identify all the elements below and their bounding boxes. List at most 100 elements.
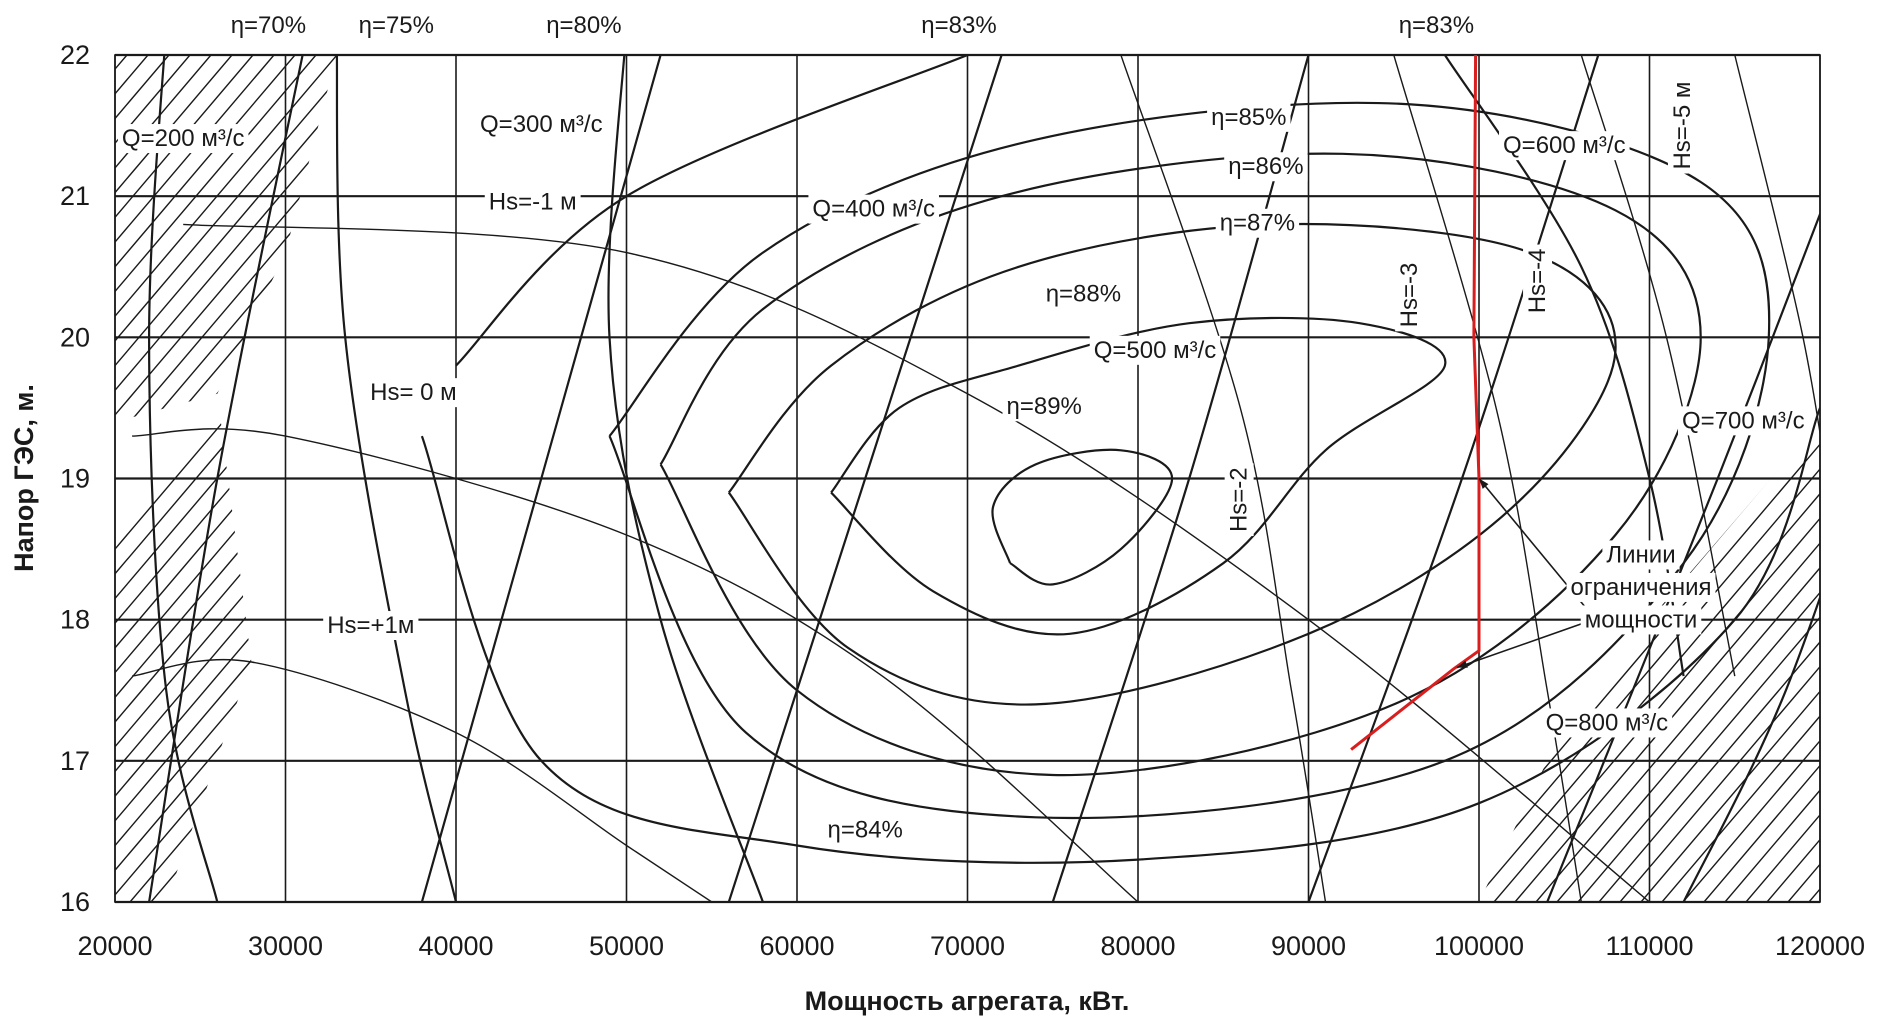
efficiency-contour bbox=[727, 222, 1617, 706]
annotation-bg bbox=[484, 187, 581, 217]
hatch-line bbox=[1479, 422, 1630, 902]
hatch-line bbox=[115, 55, 337, 423]
hatch-line bbox=[115, 393, 252, 902]
annotation-group: Q=200 м³/с bbox=[117, 124, 249, 154]
hatch-line bbox=[1514, 422, 1820, 902]
hatch-line bbox=[192, 393, 252, 902]
hatch-line bbox=[115, 55, 275, 423]
hatch-line bbox=[634, 55, 946, 422]
annotation-label: Q=500 м³/с bbox=[1094, 337, 1217, 364]
x-tick-label: 70000 bbox=[930, 931, 1005, 961]
hatch-line bbox=[150, 55, 337, 423]
annotation-bg bbox=[323, 611, 419, 641]
pointer-line bbox=[1456, 623, 1582, 669]
annotation-group: Hs=-5 м bbox=[1667, 77, 1697, 174]
hatch-line bbox=[115, 55, 296, 423]
x-tick-label: 90000 bbox=[1271, 931, 1346, 961]
hatch-line bbox=[1745, 422, 1820, 902]
annotation-group: Q=300 м³/с bbox=[476, 109, 607, 139]
suction-height-line bbox=[132, 428, 1139, 902]
suction-height-line bbox=[183, 223, 1650, 902]
annotation-bg bbox=[1667, 77, 1697, 174]
hatch-line bbox=[550, 394, 982, 902]
x-tick-label: 110000 bbox=[1605, 931, 1693, 961]
hatch-line bbox=[115, 55, 170, 423]
hatch-line bbox=[1479, 422, 1651, 902]
efficiency-contour bbox=[607, 55, 764, 902]
x-tick-label: 40000 bbox=[418, 931, 493, 961]
annotation-label: Hs=-3 bbox=[1396, 263, 1423, 328]
annotation-label: η=70% bbox=[231, 12, 306, 39]
annotation-group: Hs=-4 bbox=[1523, 244, 1553, 318]
annotation-label: η=83% bbox=[921, 12, 996, 39]
discharge-line bbox=[420, 55, 662, 902]
annotation-label: η=84% bbox=[827, 817, 902, 844]
hatch-line bbox=[1766, 422, 1820, 902]
hatch-line bbox=[115, 393, 252, 902]
x-tick-label: 120000 bbox=[1775, 931, 1865, 961]
annotation-label: Hs= 0 м bbox=[370, 379, 457, 406]
y-tick-label: 17 bbox=[60, 746, 90, 776]
discharge-line bbox=[727, 55, 1003, 902]
annotation-group: Hs=-1 м bbox=[484, 187, 581, 217]
annotation-label: η=89% bbox=[1006, 393, 1081, 420]
tick-labels: 20000 30000 40000 50000 60000 70000 80000 90000… bbox=[60, 40, 1865, 961]
arrowhead bbox=[1456, 660, 1468, 668]
annotation-group: Q=700 м³/с bbox=[1678, 406, 1809, 436]
hatch-line bbox=[115, 55, 337, 423]
hatch-line bbox=[1787, 422, 1820, 902]
y-tick-label: 18 bbox=[60, 605, 90, 635]
annotation-bg bbox=[1089, 335, 1221, 365]
x-tick-label: 100000 bbox=[1434, 931, 1524, 961]
annotation-label: Q=200 м³/с bbox=[122, 125, 245, 152]
hatch-line bbox=[115, 55, 233, 423]
annotation-label: Hs=-2 bbox=[1226, 467, 1253, 532]
discharge-line bbox=[1682, 594, 1820, 902]
hatch-line bbox=[1851, 422, 1877, 902]
hatch-line bbox=[319, 394, 751, 902]
hatch-line bbox=[115, 393, 252, 902]
annotation-label: ограничения bbox=[1571, 574, 1712, 601]
hatch-line bbox=[171, 55, 337, 423]
annotation-group: Hs= 0 м bbox=[366, 378, 461, 408]
discharge-line bbox=[148, 55, 304, 902]
hatch-line bbox=[1724, 422, 1820, 902]
hatch-line bbox=[115, 55, 254, 423]
suction-height-line bbox=[1120, 55, 1327, 902]
annotation-label: Линии bbox=[1606, 541, 1675, 568]
hatch-line bbox=[1479, 422, 1693, 902]
hatch-line bbox=[115, 393, 252, 902]
annotation-group: Hs=-3 bbox=[1395, 258, 1425, 332]
annotation-bg bbox=[1523, 244, 1553, 318]
hatch-line bbox=[115, 393, 252, 902]
annotation-group: η=83% bbox=[917, 11, 1001, 41]
hatch-line bbox=[115, 393, 252, 902]
hatch-line bbox=[1661, 422, 1820, 902]
annotation-label: Hs=+1м bbox=[327, 612, 414, 639]
hatch-line bbox=[1479, 422, 1798, 902]
annotation-label: η=86% bbox=[1228, 153, 1303, 180]
hatch-line bbox=[1830, 422, 1877, 902]
annotation-label: η=85% bbox=[1211, 104, 1286, 131]
power-limit-line bbox=[1350, 54, 1481, 751]
annotation-group: η=75% bbox=[354, 11, 439, 41]
hatch-line bbox=[115, 393, 252, 902]
annotation-group: η=85% bbox=[1207, 102, 1291, 132]
hatch-line bbox=[1479, 422, 1714, 902]
annotation-bg bbox=[366, 378, 461, 408]
annotation-group: Hs=+1м bbox=[323, 611, 419, 641]
annotation-bg bbox=[542, 11, 626, 41]
annotation-group: η=83% bbox=[1394, 11, 1479, 41]
annotation-bg bbox=[1207, 102, 1291, 132]
annotation-bg bbox=[117, 124, 249, 154]
hatch-line bbox=[1598, 422, 1820, 902]
y-axis-title: Напор ГЭС, м. bbox=[9, 384, 39, 572]
annotation-group: ограничения bbox=[1566, 572, 1716, 602]
grid bbox=[114, 53, 1821, 904]
suction-height-line bbox=[1734, 55, 1820, 438]
hatch-line bbox=[115, 55, 337, 423]
hatch-line bbox=[1493, 422, 1820, 902]
hatch-line bbox=[115, 393, 252, 902]
annotation-label: Q=400 м³/с bbox=[812, 196, 935, 223]
annotation-group: Q=800 м³/с bbox=[1541, 708, 1673, 738]
